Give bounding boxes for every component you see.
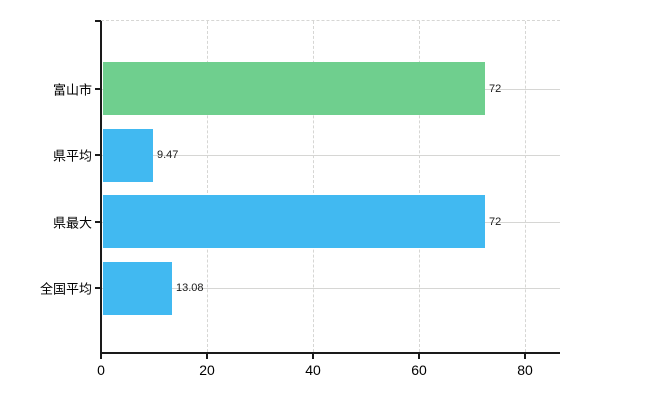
v-gridline: [207, 21, 208, 352]
category-label: 全国平均: [39, 281, 92, 297]
plot-top-border: [101, 20, 560, 21]
y-tick-mark: [95, 154, 101, 156]
bar-value-label: 72: [489, 82, 502, 95]
bar[interactable]: [103, 129, 153, 182]
v-gridline: [419, 21, 420, 352]
x-tick-mark: [524, 354, 526, 359]
category-label: 県最大: [52, 215, 92, 230]
bar-value-label: 13.08: [176, 282, 204, 294]
h-gridline: [101, 288, 560, 289]
x-tick-mark: [418, 354, 420, 359]
v-gridline: [313, 21, 314, 352]
bar-value-label: 9.47: [157, 149, 179, 161]
v-gridline: [525, 21, 526, 352]
bar[interactable]: [103, 195, 485, 248]
x-tick-label: 60: [411, 362, 427, 378]
y-tick-mark: [95, 88, 101, 90]
bar[interactable]: [103, 262, 172, 315]
x-tick-mark: [312, 354, 314, 359]
x-tick-mark: [206, 354, 208, 359]
x-tick-label: 20: [199, 362, 215, 378]
y-tick-mark: [95, 287, 101, 289]
y-axis-line: [100, 21, 102, 354]
category-label: 県平均: [52, 148, 92, 164]
category-label: 富山市: [52, 82, 92, 97]
h-gridline: [101, 155, 560, 156]
y-tick-mark: [95, 221, 101, 223]
x-axis-line: [100, 352, 560, 354]
x-tick-label: 0: [97, 362, 105, 378]
bar[interactable]: [103, 62, 485, 115]
x-tick-label: 80: [517, 362, 533, 378]
y-tick-mark: [95, 20, 101, 22]
bar-value-label: 72: [489, 215, 502, 228]
x-tick-label: 40: [305, 362, 321, 378]
x-tick-mark: [100, 354, 102, 359]
